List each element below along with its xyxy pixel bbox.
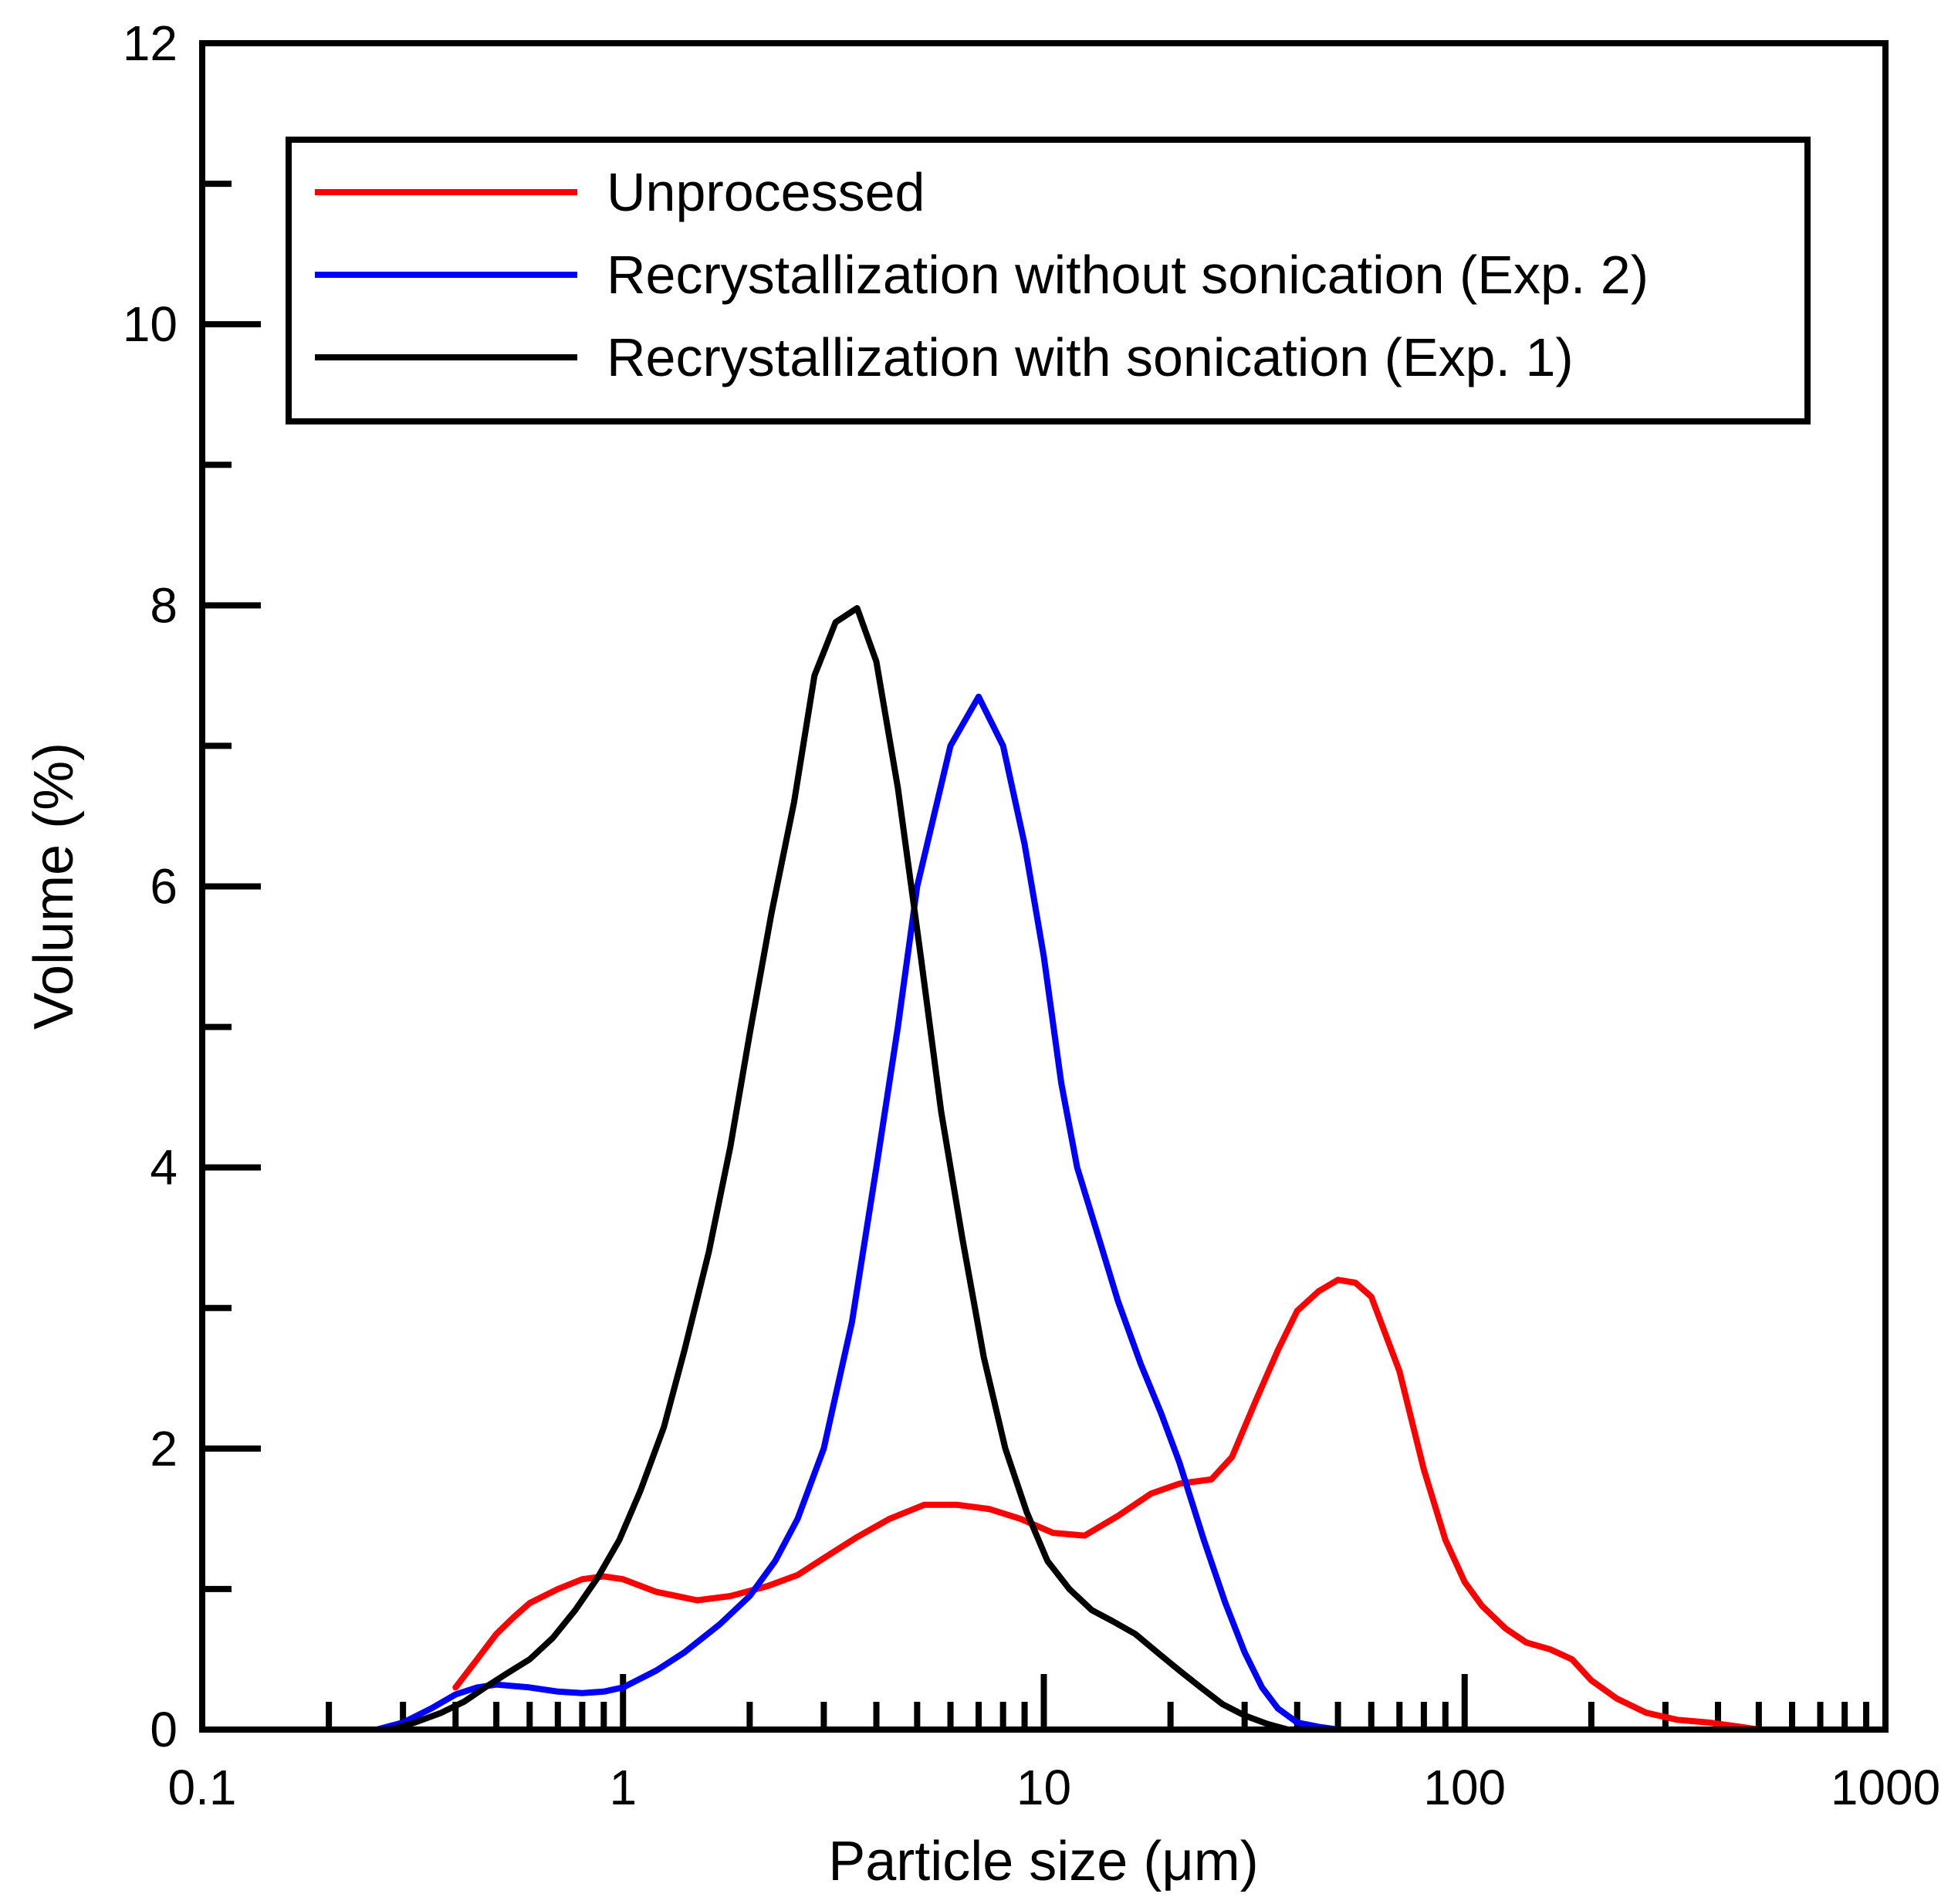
legend-label-without-sonication: Recrystallization without sonication (Ex…: [607, 245, 1649, 305]
legend: Unprocessed Recrystallization without so…: [286, 137, 1811, 424]
series-layer: [374, 605, 1762, 1733]
y-tick-label: 2: [150, 1421, 178, 1476]
x-tick-label: 1000: [1831, 1760, 1940, 1815]
x-tick-label: 0.1: [168, 1760, 237, 1815]
y-tick-label: 6: [150, 859, 178, 915]
y-tick-label: 12: [123, 15, 178, 71]
y-tick-label: 0: [150, 1702, 178, 1757]
y-tick-labels: 0 2 4 6 8 10 12: [123, 15, 178, 1757]
x-tick-label: 100: [1423, 1760, 1506, 1815]
legend-box: [286, 137, 1811, 424]
plot-frame: [199, 40, 1889, 1733]
y-tick-label: 10: [123, 296, 178, 352]
y-tick-label: 4: [150, 1140, 178, 1195]
series-line-0: [452, 1277, 1762, 1733]
x-tick-label: 1: [609, 1760, 637, 1815]
y-axis-title: Volume (%): [23, 742, 85, 1030]
series-line-1: [374, 693, 1341, 1733]
legend-label-unprocessed: Unprocessed: [607, 162, 925, 222]
axis-ticks: [199, 40, 1870, 1733]
legend-label-with-sonication: Recrystallization with sonication (Exp. …: [607, 327, 1574, 387]
x-axis-title: Particle size (μm): [828, 1831, 1259, 1892]
y-tick-label: 8: [150, 577, 178, 633]
x-tick-labels: 0.1 1 10 100 1000: [168, 1760, 1941, 1815]
x-tick-label: 10: [1016, 1760, 1071, 1815]
series-line-2: [387, 605, 1291, 1733]
